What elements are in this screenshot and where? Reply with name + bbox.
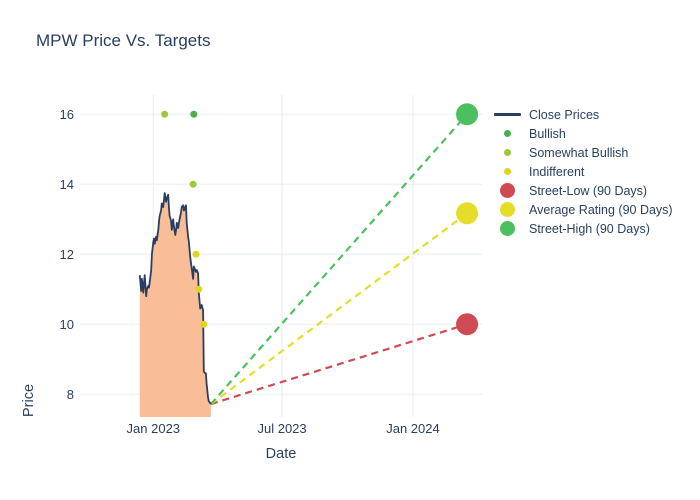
close-price-line (138, 192, 212, 405)
legend-item-street-low[interactable]: Street-Low (90 Days) (488, 181, 673, 200)
rating-dots (161, 110, 208, 328)
legend-item-label: Average Rating (90 Days) (529, 202, 673, 217)
x-tick-label: Jan 2024 (386, 421, 440, 436)
legend-item-label: Indifferent (529, 164, 585, 179)
bullish-dot-icon (503, 130, 511, 137)
legend-item-close-prices[interactable]: Close Prices (488, 105, 673, 124)
target-dots (456, 103, 479, 336)
average-rating-dot-icon (499, 202, 515, 217)
legend-item-label: Street-Low (90 Days) (529, 183, 648, 198)
close-prices-line-swatch (493, 113, 521, 116)
y-tick-label: 10 (59, 316, 74, 332)
legend-item-average-rating[interactable]: Average Rating (90 Days) (488, 200, 673, 219)
y-tick-label: 12 (59, 246, 74, 262)
y-tick-label: 16 (59, 106, 74, 122)
y-tick-label: 8 (66, 386, 74, 402)
street-low-dot-icon (499, 183, 515, 198)
somewhat-bullish-dot-icon (503, 149, 511, 156)
x-axis-title: Date (265, 446, 297, 462)
legend-item-street-high[interactable]: Street-High (90 Days) (488, 219, 673, 238)
x-tick-label: Jan 2023 (126, 421, 181, 436)
legend-item-label: Street-High (90 Days) (529, 221, 650, 236)
close-price-area (139, 193, 211, 417)
legend-item-label: Bullish (529, 126, 566, 141)
plot-area[interactable] (80, 95, 482, 417)
legend-item-indifferent[interactable]: Indifferent (488, 162, 673, 181)
target-lines (210, 113, 468, 406)
legend-item-somewhat-bullish[interactable]: Somewhat Bullish (488, 143, 673, 162)
x-tick-label: Jul 2023 (257, 421, 307, 436)
y-tick-label: 14 (59, 176, 74, 192)
legend-item-label: Close Prices (529, 107, 600, 122)
legend-item-label: Somewhat Bullish (529, 145, 629, 160)
indifferent-dot-icon (503, 168, 511, 175)
legend-item-bullish[interactable]: Bullish (488, 124, 673, 143)
chart-title: MPW Price Vs. Targets (36, 31, 211, 50)
street-high-dot-icon (499, 221, 515, 236)
legend: Close Prices Bullish Somewhat Bullish In… (488, 105, 673, 238)
